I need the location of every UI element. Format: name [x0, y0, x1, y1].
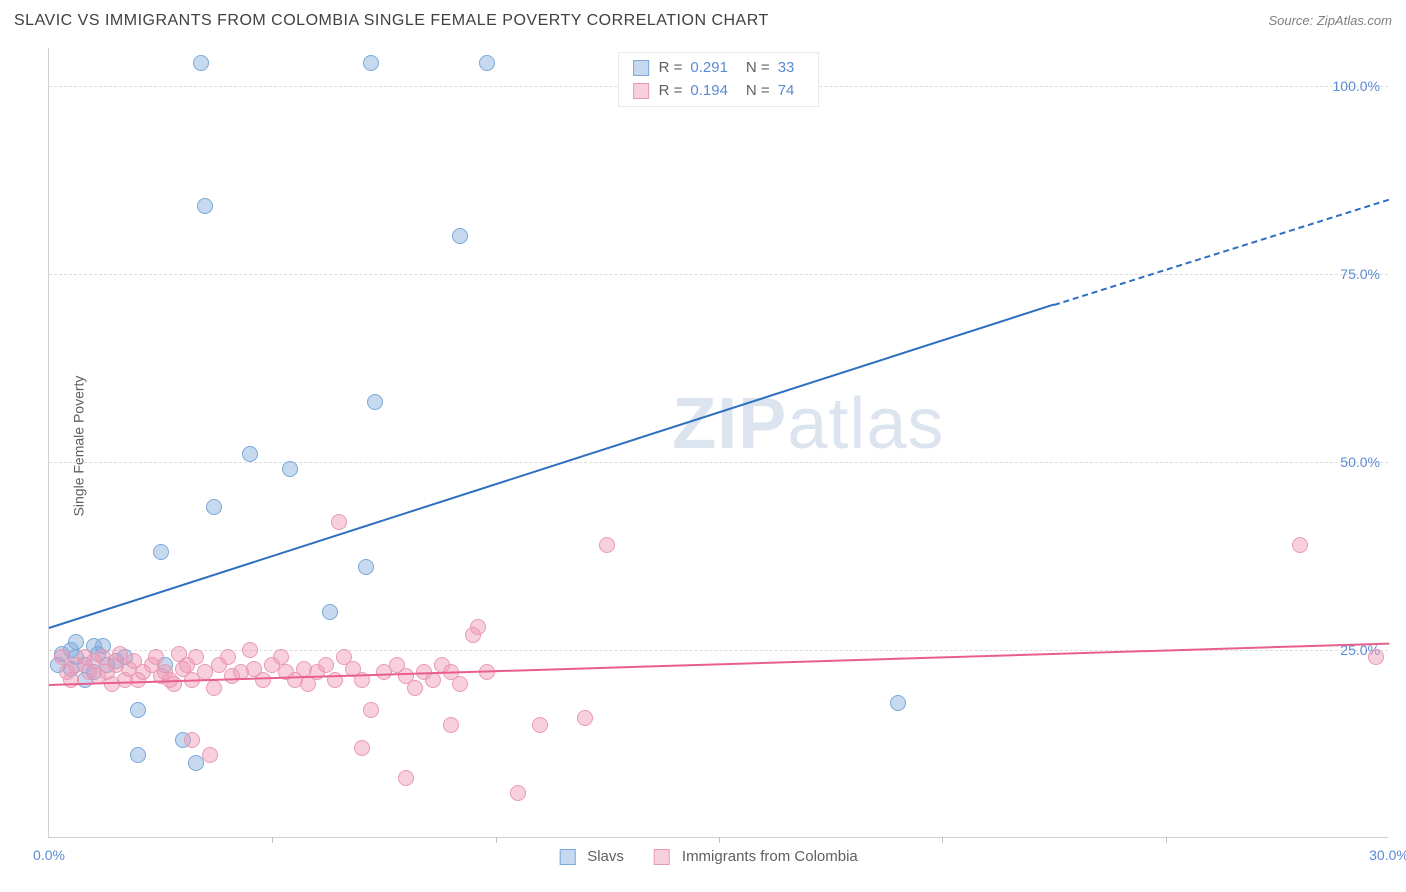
data-point	[130, 702, 146, 718]
chart-title: SLAVIC VS IMMIGRANTS FROM COLOMBIA SINGL…	[14, 12, 769, 30]
data-point	[1368, 649, 1384, 665]
series-swatch	[654, 849, 670, 865]
source-attribution: Source: ZipAtlas.com	[1268, 13, 1392, 28]
trend-line-extrapolated	[1054, 199, 1390, 306]
data-point	[206, 499, 222, 515]
data-point	[206, 680, 222, 696]
data-point	[599, 537, 615, 553]
source-prefix: Source:	[1268, 13, 1316, 28]
n-value: 74	[778, 80, 795, 103]
data-point	[443, 717, 459, 733]
data-point	[577, 710, 593, 726]
y-tick-label: 100.0%	[1333, 78, 1380, 94]
x-tick	[719, 837, 720, 843]
data-point	[197, 198, 213, 214]
stats-row: R = 0.194 N = 74	[633, 80, 805, 103]
chart-header: SLAVIC VS IMMIGRANTS FROM COLOMBIA SINGL…	[14, 12, 1392, 30]
series-label: Immigrants from Colombia	[682, 848, 858, 865]
data-point	[331, 514, 347, 530]
series-legend: Slavs Immigrants from Colombia	[559, 848, 878, 865]
data-point	[63, 672, 79, 688]
data-point	[363, 55, 379, 71]
r-label: R =	[659, 57, 683, 80]
data-point	[193, 55, 209, 71]
data-point	[532, 717, 548, 733]
r-label: R =	[659, 80, 683, 103]
n-value: 33	[778, 57, 795, 80]
data-point	[273, 649, 289, 665]
data-point	[68, 634, 84, 650]
correlation-stats-legend: R = 0.291 N = 33 R = 0.194 N = 74	[618, 52, 820, 107]
data-point	[202, 747, 218, 763]
data-point	[318, 657, 334, 673]
data-point	[354, 740, 370, 756]
data-point	[452, 228, 468, 244]
data-point	[510, 785, 526, 801]
data-point	[242, 446, 258, 462]
data-point	[367, 394, 383, 410]
scatter-chart: 25.0%50.0%75.0%100.0%0.0%30.0%ZIPatlasR …	[48, 48, 1388, 838]
trend-line	[49, 304, 1055, 629]
data-point	[425, 672, 441, 688]
data-point	[363, 702, 379, 718]
x-tick	[942, 837, 943, 843]
series-swatch	[633, 60, 649, 76]
x-tick	[496, 837, 497, 843]
x-min-label: 0.0%	[33, 847, 65, 863]
source-name: ZipAtlas.com	[1317, 13, 1392, 28]
y-tick-label: 50.0%	[1340, 454, 1380, 470]
x-max-label: 30.0%	[1369, 847, 1406, 863]
series-swatch	[559, 849, 575, 865]
data-point	[322, 604, 338, 620]
y-tick-label: 75.0%	[1340, 266, 1380, 282]
data-point	[220, 649, 236, 665]
stats-row: R = 0.291 N = 33	[633, 57, 805, 80]
data-point	[470, 619, 486, 635]
data-point	[1292, 537, 1308, 553]
data-point	[479, 55, 495, 71]
series-swatch	[633, 83, 649, 99]
x-tick	[1166, 837, 1167, 843]
data-point	[188, 649, 204, 665]
data-point	[148, 649, 164, 665]
data-point	[282, 461, 298, 477]
watermark: ZIPatlas	[672, 383, 944, 465]
data-point	[130, 747, 146, 763]
n-label: N =	[746, 57, 770, 80]
n-label: N =	[746, 80, 770, 103]
r-value: 0.194	[690, 80, 728, 103]
data-point	[242, 642, 258, 658]
r-value: 0.291	[690, 57, 728, 80]
data-point	[166, 676, 182, 692]
data-point	[358, 559, 374, 575]
series-label: Slavs	[587, 848, 624, 865]
data-point	[153, 544, 169, 560]
data-point	[452, 676, 468, 692]
data-point	[890, 695, 906, 711]
data-point	[255, 672, 271, 688]
x-tick	[272, 837, 273, 843]
data-point	[184, 732, 200, 748]
data-point	[407, 680, 423, 696]
gridline	[49, 274, 1388, 275]
data-point	[398, 770, 414, 786]
